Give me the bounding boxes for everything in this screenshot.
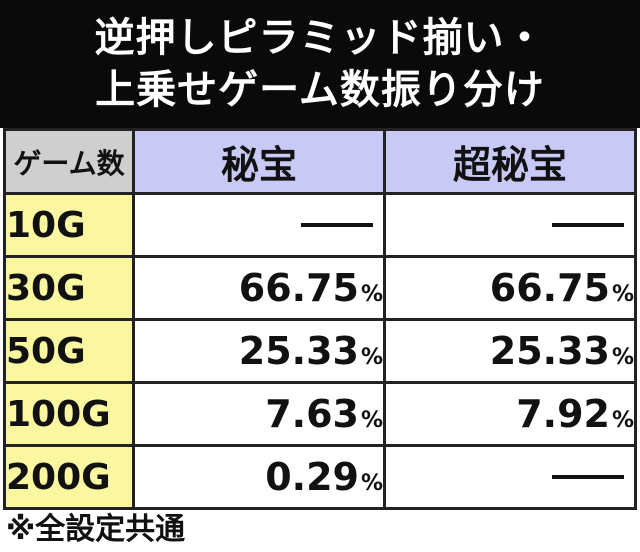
row-label: 10G [3, 192, 135, 258]
row-label: 200G [3, 444, 135, 510]
dash-mark [552, 475, 624, 479]
cell-chou-hihou: 7.92% [383, 381, 637, 447]
row-label: 30G [3, 255, 135, 321]
unit-label: % [611, 282, 634, 307]
cell-empty [383, 444, 637, 510]
table-header-row: ゲーム数 秘宝 超秘宝 [3, 128, 637, 195]
unit-label: % [360, 408, 383, 433]
table-row: 10G [3, 192, 637, 258]
cell-hihou: 7.63% [132, 381, 386, 447]
cell-chou-hihou: 66.75% [383, 255, 637, 321]
unit-label: % [360, 345, 383, 370]
column-header-hihou: 秘宝 [132, 128, 386, 195]
table-row: 200G 0.29% [3, 444, 637, 510]
unit-label: % [360, 282, 383, 307]
row-label: 100G [3, 381, 135, 447]
dash-mark [301, 223, 373, 227]
cell-hihou: 0.29% [132, 444, 386, 510]
table-row: 50G 25.33% 25.33% [3, 318, 637, 384]
unit-label: % [611, 408, 634, 433]
cell-hihou: 25.33% [132, 318, 386, 384]
table-row: 30G 66.75% 66.75% [3, 255, 637, 321]
column-header-chou-hihou: 超秘宝 [383, 128, 637, 195]
table-row: 100G 7.63% 7.92% [3, 381, 637, 447]
title-line-2: 上乗せゲーム数振り分け [95, 67, 545, 113]
cell-value: 66.75 [238, 266, 359, 310]
corner-header: ゲーム数 [3, 128, 135, 195]
page-header: 逆押しピラミッド揃い・ 上乗せゲーム数振り分け [0, 0, 640, 128]
dash-mark [552, 223, 624, 227]
unit-label: % [360, 471, 383, 496]
distribution-table: ゲーム数 秘宝 超秘宝 10G 30G 66.75% 66.75% 50G 25… [3, 128, 637, 510]
cell-empty [132, 192, 386, 258]
cell-chou-hihou: 25.33% [383, 318, 637, 384]
cell-empty [383, 192, 637, 258]
cell-value: 25.33 [489, 329, 610, 373]
footnote: ※全設定共通 [6, 512, 186, 547]
title-line-1: 逆押しピラミッド揃い・ [94, 15, 546, 61]
cell-value: 7.92 [516, 392, 610, 436]
cell-value: 7.63 [265, 392, 359, 436]
row-label: 50G [3, 318, 135, 384]
cell-value: 0.29 [265, 455, 359, 499]
cell-value: 25.33 [238, 329, 359, 373]
cell-hihou: 66.75% [132, 255, 386, 321]
unit-label: % [611, 345, 634, 370]
cell-value: 66.75 [489, 266, 610, 310]
